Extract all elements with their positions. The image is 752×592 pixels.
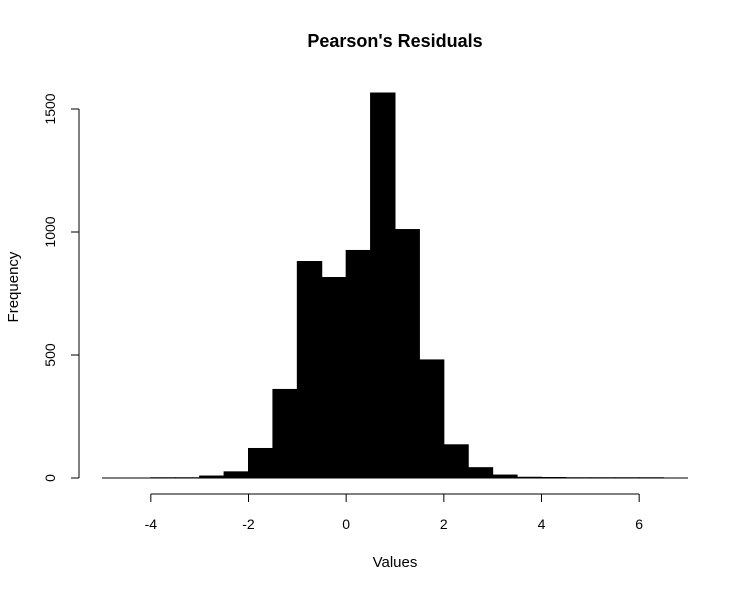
x-axis-label: Values xyxy=(373,554,418,571)
histogram-bar xyxy=(394,229,420,479)
x-tick-label: 2 xyxy=(440,516,448,532)
y-axis-label: Frequency xyxy=(5,251,22,322)
y-tick-label: 1000 xyxy=(42,216,58,247)
y-tick-label: 1500 xyxy=(42,93,58,124)
histogram-bar xyxy=(272,388,298,479)
histogram-bar xyxy=(345,249,372,479)
histogram-bar xyxy=(467,467,494,479)
x-tick-label: 6 xyxy=(635,516,643,532)
x-tick-label: 4 xyxy=(538,516,546,532)
x-axis: -4 -2 0 2 4 6 xyxy=(145,493,643,532)
histogram-bar xyxy=(296,261,323,479)
histogram-bar xyxy=(248,447,274,479)
x-tick-label: 0 xyxy=(342,516,350,532)
histogram-bar xyxy=(443,444,469,479)
x-tick-label: -2 xyxy=(242,516,255,532)
y-axis: 0 500 1000 1500 xyxy=(42,93,80,482)
histogram-bar xyxy=(418,359,445,479)
histogram-bar xyxy=(223,471,250,479)
x-tick-label: -4 xyxy=(145,516,158,532)
histogram-bar xyxy=(370,92,396,479)
y-tick-label: 0 xyxy=(42,474,58,482)
y-tick-label: 500 xyxy=(42,343,58,367)
chart-title: Pearson's Residuals xyxy=(307,31,482,51)
histogram-bar xyxy=(321,277,347,479)
histogram-bars xyxy=(150,92,665,479)
